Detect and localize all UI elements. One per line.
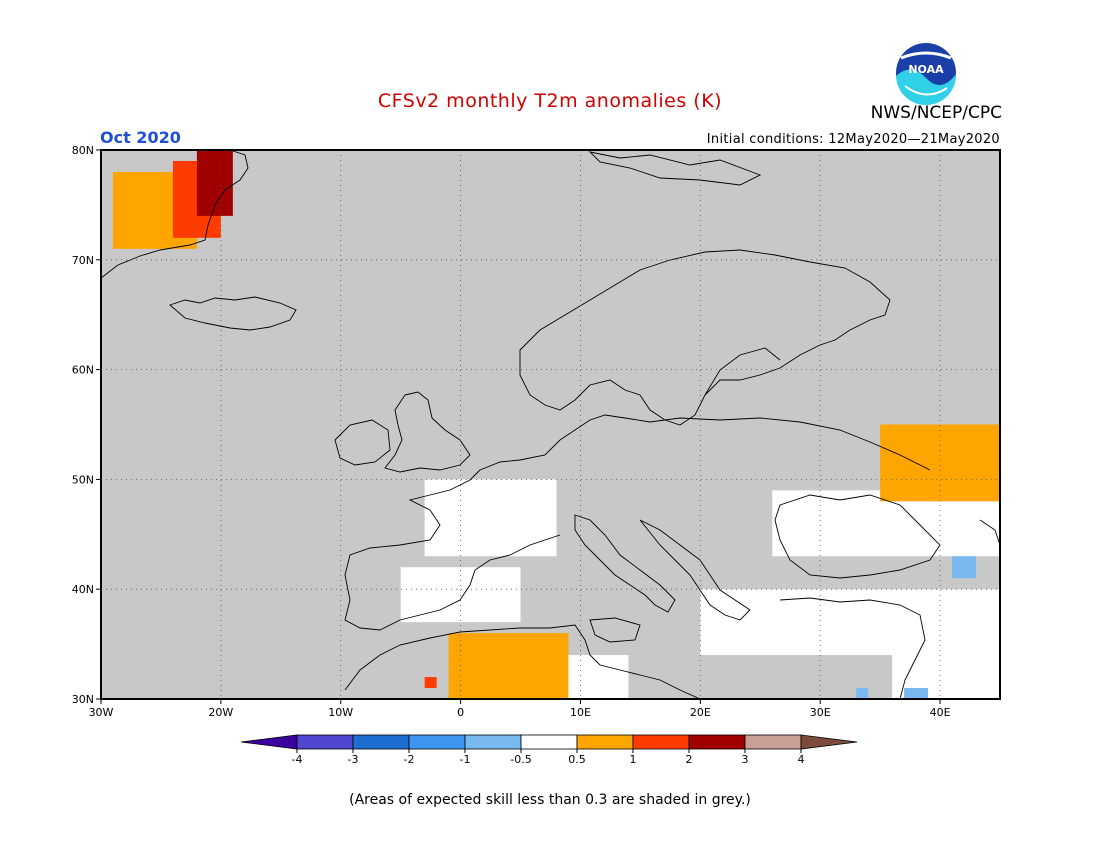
coastlines bbox=[101, 150, 1000, 699]
region-north-africa-orange bbox=[448, 633, 569, 699]
lat-tick-label: 60N bbox=[72, 364, 94, 377]
colorbar: -4 -3 -2 -1 -0.5 0.5 1 2 3 4 bbox=[240, 734, 858, 766]
region-caucasus-blue bbox=[952, 556, 977, 579]
lat-tick-label: 80N bbox=[72, 144, 94, 157]
region-morocco-red bbox=[424, 677, 437, 689]
lon-tick-label: 30E bbox=[810, 706, 831, 719]
colorbar-segment bbox=[632, 734, 690, 750]
skill-footnote: (Areas of expected skill less than 0.3 a… bbox=[349, 792, 751, 808]
chart-title: CFSv2 monthly T2m anomalies (K) bbox=[377, 90, 723, 112]
colorbar-low-arrow bbox=[240, 734, 298, 750]
lon-tick-label: 20W bbox=[208, 706, 233, 719]
colorbar-high-arrow bbox=[800, 734, 858, 750]
colorbar-label: 2 bbox=[686, 753, 693, 766]
region-france-white bbox=[424, 479, 557, 557]
colorbar-segment bbox=[408, 734, 466, 750]
colorbar-label: 4 bbox=[798, 753, 805, 766]
colorbar-label: -3 bbox=[348, 753, 359, 766]
lat-tick-label: 50N bbox=[72, 473, 94, 486]
noaa-logo-text: NOAA bbox=[908, 63, 944, 76]
noaa-logo: NOAA bbox=[896, 43, 957, 106]
colorbar-label: -2 bbox=[404, 753, 415, 766]
colorbar-label: 3 bbox=[742, 753, 749, 766]
colorbar-label: -0.5 bbox=[510, 753, 531, 766]
colorbar-label: 1 bbox=[630, 753, 637, 766]
colorbar-label: -4 bbox=[292, 753, 303, 766]
region-russia-orange bbox=[880, 424, 1000, 502]
colorbar-segment bbox=[744, 734, 802, 750]
lon-tick-label: 40E bbox=[930, 706, 951, 719]
map-frame bbox=[100, 149, 1001, 700]
region-iberia-white bbox=[400, 567, 521, 623]
agency-label: NWS/NCEP/CPC bbox=[870, 103, 1002, 123]
region-ukraine-white bbox=[772, 490, 1000, 557]
colorbar-segment bbox=[296, 734, 354, 750]
initial-conditions: Initial conditions: 12May2020—21May2020 bbox=[706, 132, 1000, 147]
lon-tick-label: 20E bbox=[690, 706, 711, 719]
lon-tick-label: 0 bbox=[457, 706, 464, 719]
colorbar-segment bbox=[688, 734, 746, 750]
lat-tick-label: 40N bbox=[72, 583, 94, 596]
colorbar-segment bbox=[464, 734, 522, 750]
colorbar-label: 0.5 bbox=[568, 753, 586, 766]
lon-tick-label: 30W bbox=[89, 706, 114, 719]
lon-tick-label: 10E bbox=[570, 706, 591, 719]
lon-tick-label: 10W bbox=[328, 706, 353, 719]
region-levant-blue bbox=[856, 688, 869, 699]
colorbar-label: -1 bbox=[460, 753, 471, 766]
lat-tick-label: 30N bbox=[72, 693, 94, 706]
colorbar-segment bbox=[576, 734, 634, 750]
region-arabia-blue bbox=[904, 688, 929, 699]
lat-tick-label: 70N bbox=[72, 254, 94, 267]
colorbar-segment bbox=[520, 734, 578, 750]
forecast-month: Oct 2020 bbox=[100, 128, 181, 147]
colorbar-segment bbox=[352, 734, 410, 750]
